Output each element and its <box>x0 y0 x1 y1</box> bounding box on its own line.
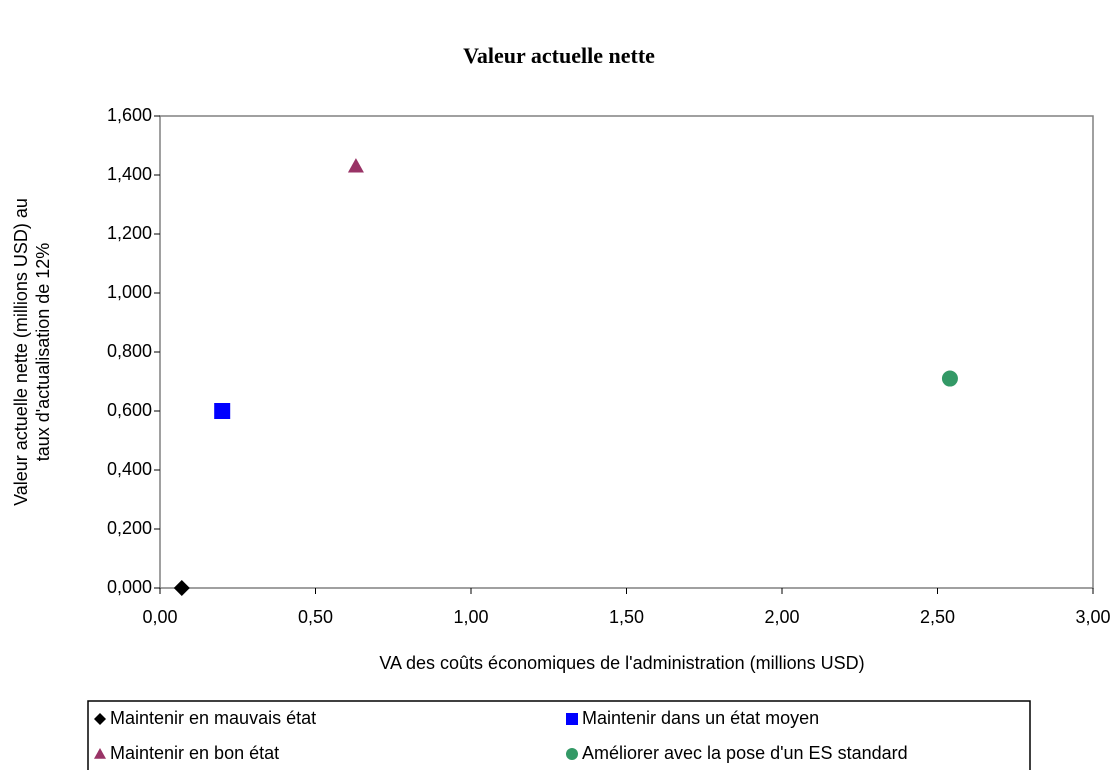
x-tick-label: 1,50 <box>609 607 644 627</box>
legend-label: Maintenir en mauvais état <box>110 708 316 728</box>
y-tick-label: 0,800 <box>107 341 152 361</box>
y-tick-label: 0,400 <box>107 459 152 479</box>
point <box>214 403 231 419</box>
x-tick-label: 2,00 <box>764 607 799 627</box>
y-tick-label: 1,400 <box>107 164 152 184</box>
y-tick-label: 1,200 <box>107 223 152 243</box>
legend-label: Maintenir en bon état <box>110 743 279 763</box>
x-tick-label: 0,50 <box>298 607 333 627</box>
legend-label: Maintenir dans un état moyen <box>582 708 819 728</box>
legend-label: Améliorer avec la pose d'un ES standard <box>582 743 908 763</box>
x-tick-label: 0,00 <box>142 607 177 627</box>
y-axis-label: Valeur actuelle nette (millions USD) au … <box>11 198 53 506</box>
y-axis-label-line: Valeur actuelle nette (millions USD) au <box>11 198 31 506</box>
x-tick-label: 1,00 <box>453 607 488 627</box>
legend-marker <box>566 713 578 725</box>
y-tick-label: 1,600 <box>107 105 152 125</box>
x-axis-label: VA des coûts économiques de l'administra… <box>379 653 864 673</box>
legend-marker <box>566 748 578 760</box>
x-tick-label: 3,00 <box>1075 607 1110 627</box>
y-tick-label: 0,600 <box>107 400 152 420</box>
point <box>941 370 958 387</box>
legend-marker <box>94 713 106 725</box>
point <box>173 580 190 596</box>
y-axis-label-line: taux d'actualisation de 12% <box>33 243 53 462</box>
point <box>347 158 364 173</box>
legend-marker <box>94 748 106 759</box>
chart-title: Valeur actuelle nette <box>463 43 655 68</box>
y-tick-label: 1,000 <box>107 282 152 302</box>
legend <box>87 700 1031 770</box>
x-tick-label: 2,50 <box>920 607 955 627</box>
y-tick-label: 0,200 <box>107 518 152 538</box>
y-tick-label: 0,000 <box>107 577 152 597</box>
